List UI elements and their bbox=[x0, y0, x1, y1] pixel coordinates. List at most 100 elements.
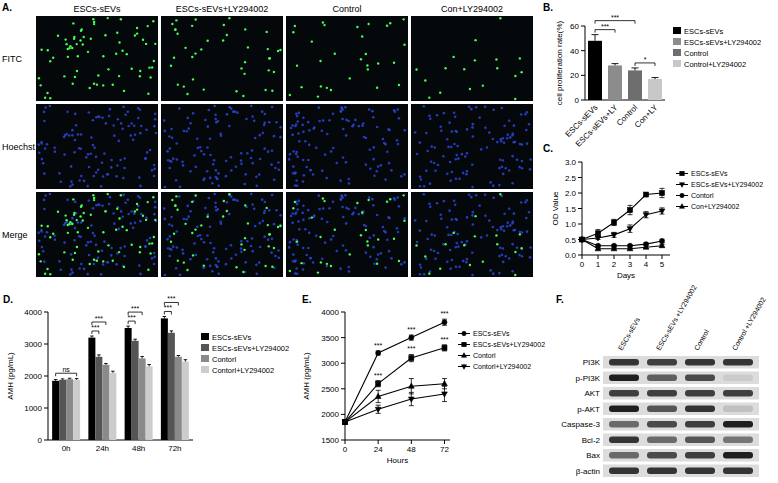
error-bar bbox=[90, 336, 94, 338]
nucleus bbox=[105, 122, 108, 125]
nucleus bbox=[112, 124, 115, 127]
column-header: Con+LY294002 bbox=[441, 4, 503, 14]
nucleus bbox=[292, 253, 295, 256]
nucleus bbox=[511, 155, 514, 158]
nucleus bbox=[317, 194, 320, 197]
edu-cell bbox=[366, 64, 368, 66]
nucleus bbox=[146, 239, 149, 242]
nucleus bbox=[328, 207, 331, 210]
nucleus bbox=[516, 246, 519, 249]
series-line bbox=[582, 240, 662, 246]
edu-cell bbox=[244, 28, 246, 30]
nucleus bbox=[449, 267, 452, 270]
nucleus bbox=[246, 240, 249, 243]
nucleus bbox=[442, 243, 445, 246]
edu-cell bbox=[499, 17, 501, 19]
edu-cell bbox=[112, 260, 114, 262]
nucleus bbox=[296, 208, 299, 211]
edu-cell bbox=[176, 209, 178, 211]
nucleus bbox=[419, 185, 422, 188]
edu-cell bbox=[171, 199, 173, 201]
nucleus bbox=[43, 111, 46, 114]
panel-B.: B.0204060cell proliferation rate(%)ESCs-… bbox=[543, 2, 761, 149]
annotation: *** bbox=[164, 304, 172, 311]
x-tick bbox=[411, 440, 412, 444]
nucleus bbox=[443, 112, 446, 115]
nucleus bbox=[420, 178, 423, 181]
nucleus bbox=[375, 258, 378, 261]
edu-cell bbox=[223, 24, 225, 26]
nucleus bbox=[472, 211, 475, 214]
nucleus bbox=[130, 122, 133, 125]
legend-label: Control bbox=[684, 49, 709, 58]
nucleus bbox=[347, 178, 350, 181]
nucleus bbox=[466, 152, 469, 155]
edu-cell bbox=[186, 93, 188, 95]
nucleus bbox=[496, 229, 499, 232]
edu-cell bbox=[334, 229, 336, 231]
nucleus bbox=[153, 175, 156, 178]
series-line bbox=[345, 348, 444, 422]
nucleus bbox=[250, 105, 253, 108]
nucleus bbox=[396, 227, 399, 230]
nucleus bbox=[455, 178, 458, 181]
nucleus bbox=[307, 247, 310, 250]
edu-cell bbox=[356, 26, 358, 28]
edu-cell bbox=[83, 36, 85, 38]
legend-label: ESCs-sEVs+LY294002 bbox=[684, 38, 761, 47]
edu-cell bbox=[403, 220, 405, 222]
nucleus bbox=[175, 142, 178, 145]
nucleus bbox=[163, 130, 166, 133]
nucleus bbox=[213, 105, 216, 108]
nucleus bbox=[117, 118, 120, 121]
edu-cell bbox=[311, 216, 313, 218]
nucleus bbox=[429, 205, 432, 208]
nucleus bbox=[185, 218, 188, 221]
nucleus bbox=[189, 122, 192, 125]
nucleus bbox=[88, 254, 91, 257]
nucleus bbox=[74, 227, 77, 230]
nucleus bbox=[446, 173, 449, 176]
nucleus bbox=[103, 152, 106, 155]
nucleus bbox=[296, 156, 299, 159]
nucleus bbox=[484, 194, 487, 197]
column-header: ESCs-sEVs bbox=[73, 4, 121, 14]
nucleus bbox=[447, 234, 450, 237]
nucleus bbox=[279, 224, 282, 227]
nucleus bbox=[503, 124, 506, 127]
nucleus bbox=[54, 238, 57, 241]
edu-cell bbox=[482, 260, 484, 262]
nucleus bbox=[472, 223, 475, 226]
nucleus bbox=[95, 156, 98, 159]
edu-cell bbox=[292, 207, 294, 209]
edu-cell bbox=[366, 240, 368, 242]
nucleus bbox=[163, 119, 166, 122]
error-bar bbox=[177, 356, 181, 357]
nucleus bbox=[339, 179, 342, 182]
edu-cell bbox=[76, 246, 78, 248]
nucleus bbox=[301, 124, 304, 127]
nucleus bbox=[321, 217, 324, 220]
nucleus bbox=[446, 226, 449, 229]
edu-cell bbox=[96, 83, 98, 85]
nucleus bbox=[40, 142, 43, 145]
nucleus bbox=[208, 109, 211, 112]
nucleus bbox=[340, 106, 343, 109]
nucleus bbox=[206, 234, 209, 237]
nucleus bbox=[339, 267, 342, 270]
annotation: *** bbox=[440, 310, 448, 317]
edu-cell bbox=[194, 18, 196, 20]
edu-cell bbox=[72, 22, 74, 24]
figure: A.ESCs-sEVsFITCHoechstMergeESCs-sEVs+LY2… bbox=[0, 0, 778, 483]
nucleus bbox=[450, 146, 453, 149]
nucleus bbox=[89, 240, 92, 243]
blot-band bbox=[723, 375, 753, 381]
nucleus bbox=[203, 177, 206, 180]
edu-cell bbox=[123, 90, 125, 92]
nucleus bbox=[69, 273, 72, 276]
edu-cell bbox=[136, 32, 138, 34]
nucleus bbox=[434, 169, 437, 172]
bar bbox=[59, 380, 66, 440]
nucleus bbox=[501, 254, 504, 257]
nucleus bbox=[308, 144, 311, 147]
